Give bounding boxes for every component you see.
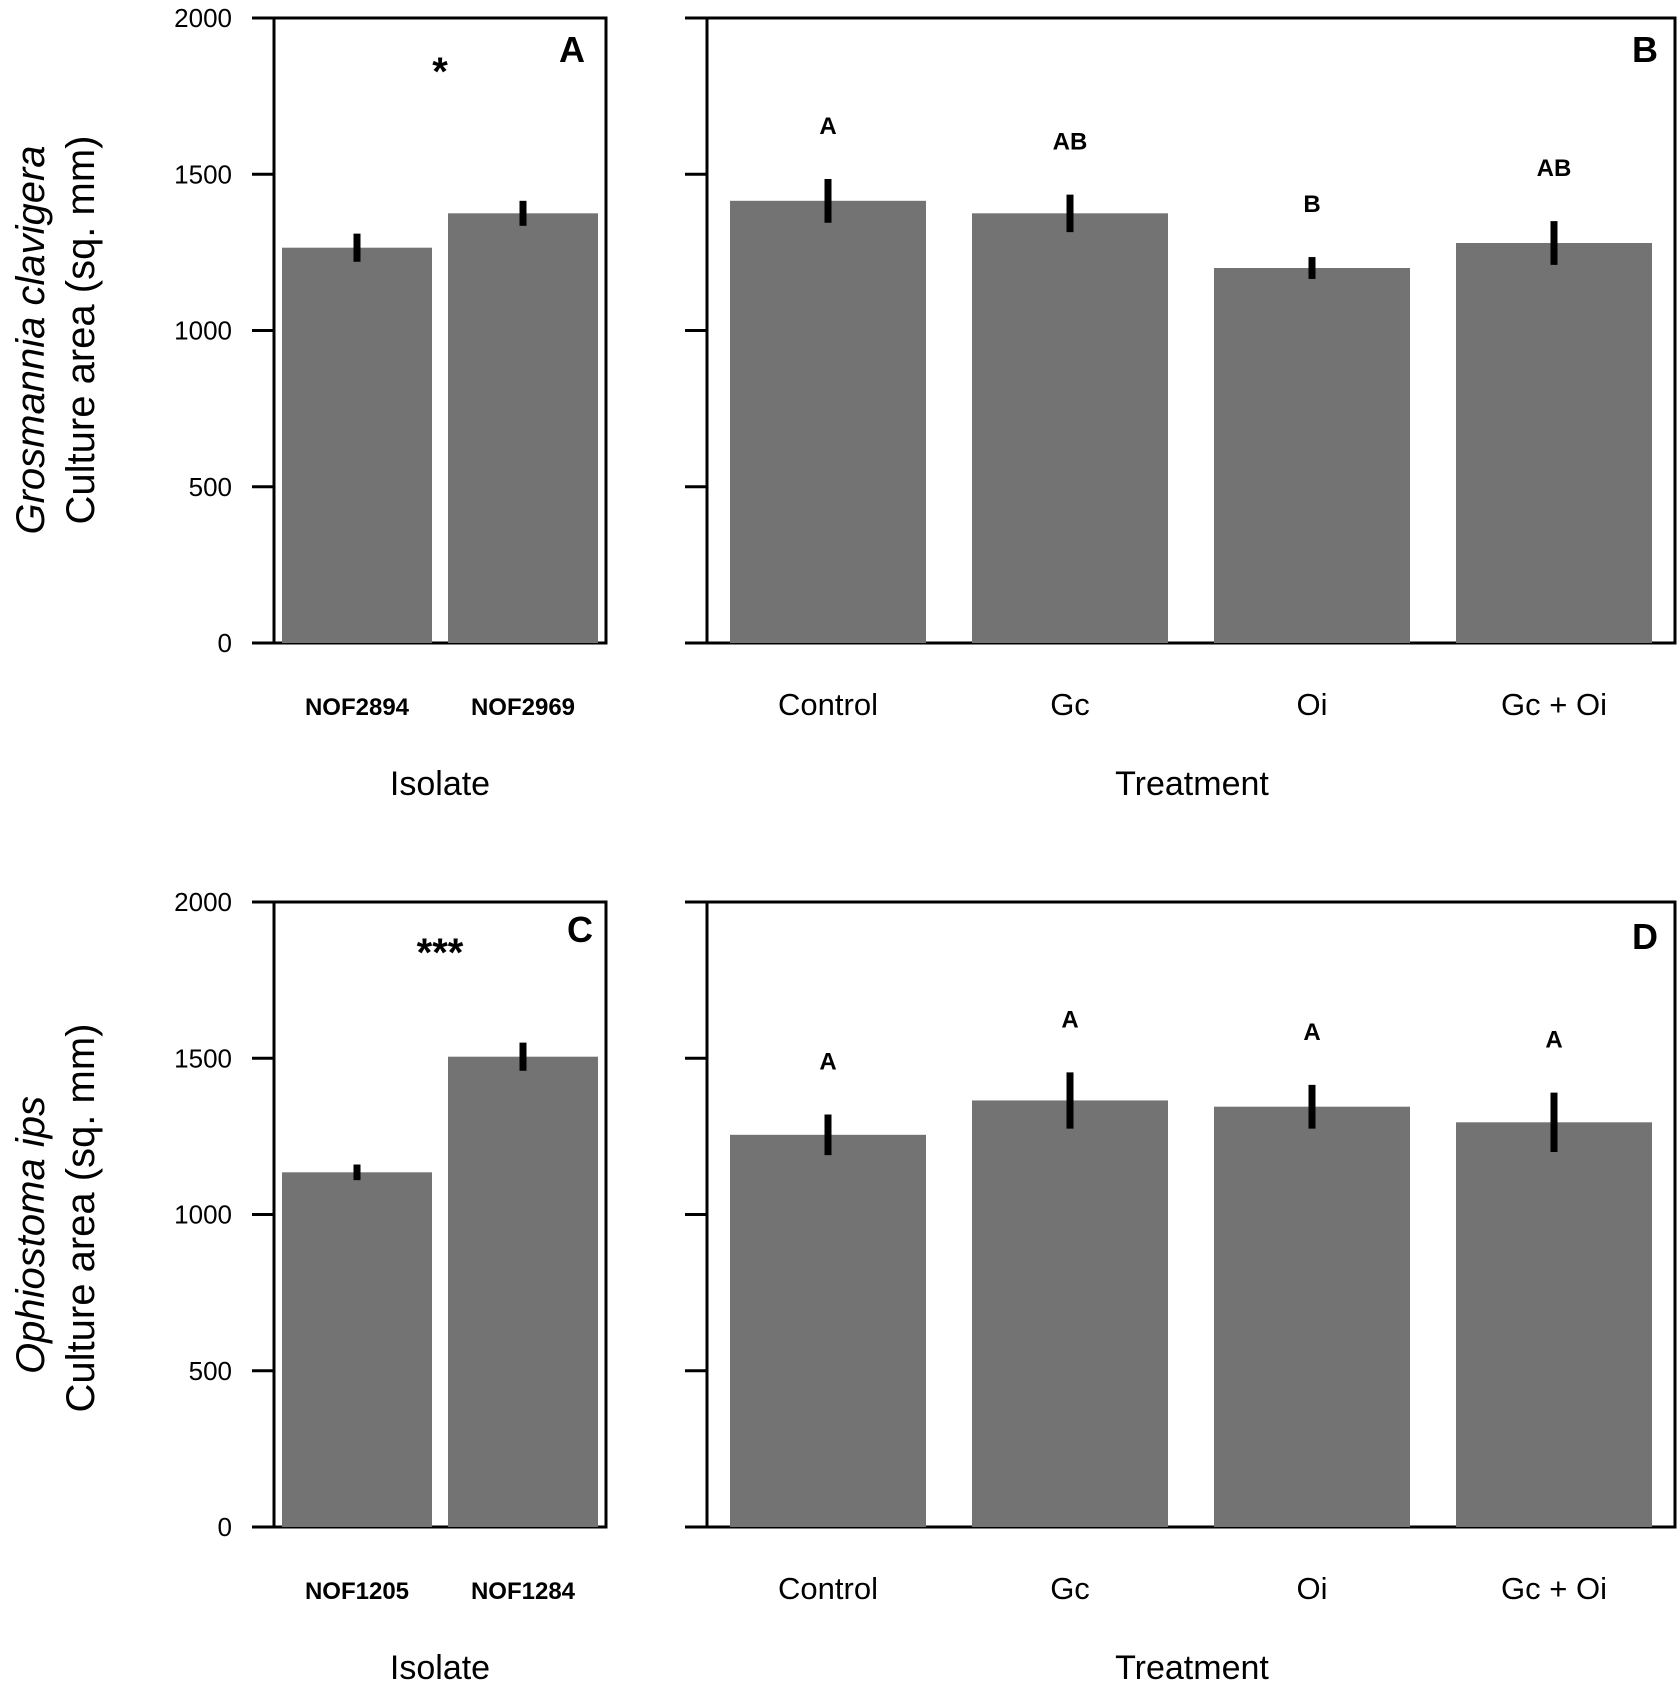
x-tick-label: Oi [1297, 1571, 1328, 1606]
y-tick-label: 1000 [174, 316, 232, 346]
panel-a-bars [282, 200, 598, 643]
panel-a-y-axis: 0 500 1000 1500 2000 [174, 3, 274, 658]
x-tick-label: NOF2969 [471, 694, 575, 721]
panel-d: Control Gc Oi Gc + Oi A A A A Treatment D [685, 900, 1677, 1684]
panel-b-bars [730, 178, 1652, 643]
panel-d-y-axis [685, 900, 707, 1529]
panel-c-y-axis: 0 500 1000 1500 2000 [174, 887, 274, 1542]
x-tick-label: Gc [1050, 687, 1090, 722]
x-tick-label: Gc + Oi [1501, 687, 1607, 722]
y-tick-label: 2000 [174, 887, 232, 917]
panel-d-x-tick-labels: Control Gc Oi Gc + Oi [778, 1571, 1607, 1606]
panel-c-significance: *** [417, 931, 464, 975]
y-tick-label: 500 [189, 472, 232, 502]
panel-c-x-tick-labels: NOF1205 NOF1284 [305, 1578, 576, 1605]
row1-y-title: Grosmannia clavigera Culture area (sq. m… [9, 136, 103, 535]
panel-a-x-tick-labels: NOF2894 NOF2969 [305, 694, 575, 721]
panel-c-x-title: Isolate [390, 1649, 490, 1684]
x-tick-label: Oi [1297, 687, 1328, 722]
bar [972, 1100, 1168, 1527]
bar [730, 200, 926, 643]
panel-b-x-title: Treatment [1115, 765, 1269, 803]
panel-d-label: D [1632, 916, 1658, 957]
y-tick-label: 1500 [174, 1043, 232, 1073]
bar [282, 1172, 432, 1527]
group-letter: A [1545, 1027, 1562, 1054]
row2-y-title: Ophiostoma ips Culture area (sq. mm) [9, 1024, 103, 1413]
panel-d-letters: A A A A [819, 1006, 1562, 1075]
group-letter: A [819, 113, 836, 140]
x-tick-label: NOF1284 [471, 1578, 576, 1605]
row1-species-label: Grosmannia clavigera [9, 145, 53, 534]
y-tick-label: 1000 [174, 1200, 232, 1230]
panel-a-x-title: Isolate [390, 765, 490, 803]
y-tick-label: 0 [218, 1512, 232, 1542]
y-tick-label: 0 [218, 628, 232, 658]
row1-ylabel: Culture area (sq. mm) [59, 136, 103, 525]
group-letter: A [1303, 1019, 1320, 1046]
bar [448, 1056, 598, 1527]
x-tick-label: Gc + Oi [1501, 1571, 1607, 1606]
x-tick-label: Gc [1050, 1571, 1090, 1606]
panel-d-bars [730, 1072, 1652, 1527]
x-tick-label: NOF1205 [305, 1578, 409, 1605]
bar [282, 247, 432, 643]
bar [1456, 243, 1652, 643]
panel-b: Control Gc Oi Gc + Oi A AB B AB Treatment B [685, 16, 1677, 803]
x-tick-label: Control [778, 687, 878, 722]
row2-species-label: Ophiostoma ips [9, 1096, 53, 1374]
row2-ylabel: Culture area (sq. mm) [59, 1024, 103, 1413]
panel-b-letters: A AB B AB [819, 113, 1571, 218]
bar [1214, 268, 1410, 643]
group-letter: A [819, 1049, 836, 1076]
bar [1456, 1122, 1652, 1527]
group-letter: AB [1537, 155, 1572, 182]
group-letter: B [1303, 191, 1320, 218]
y-tick-label: 500 [189, 1356, 232, 1386]
group-letter: AB [1053, 129, 1088, 156]
bar [972, 213, 1168, 643]
y-tick-label: 1500 [174, 159, 232, 189]
y-tick-label: 2000 [174, 3, 232, 33]
bar [1214, 1106, 1410, 1527]
group-letter: A [1061, 1006, 1078, 1033]
panel-a-label: A [559, 29, 585, 70]
panel-d-x-title: Treatment [1115, 1649, 1269, 1684]
panel-b-label: B [1632, 29, 1658, 70]
panel-b-x-tick-labels: Control Gc Oi Gc + Oi [778, 687, 1607, 722]
bar [730, 1134, 926, 1527]
x-tick-label: Control [778, 1571, 878, 1606]
bar [448, 213, 598, 643]
panel-a-significance: * [432, 50, 448, 94]
x-tick-label: NOF2894 [305, 694, 410, 721]
panel-b-y-axis [685, 16, 707, 645]
panel-c-label: C [567, 909, 593, 950]
panel-c-bars [282, 1042, 598, 1527]
